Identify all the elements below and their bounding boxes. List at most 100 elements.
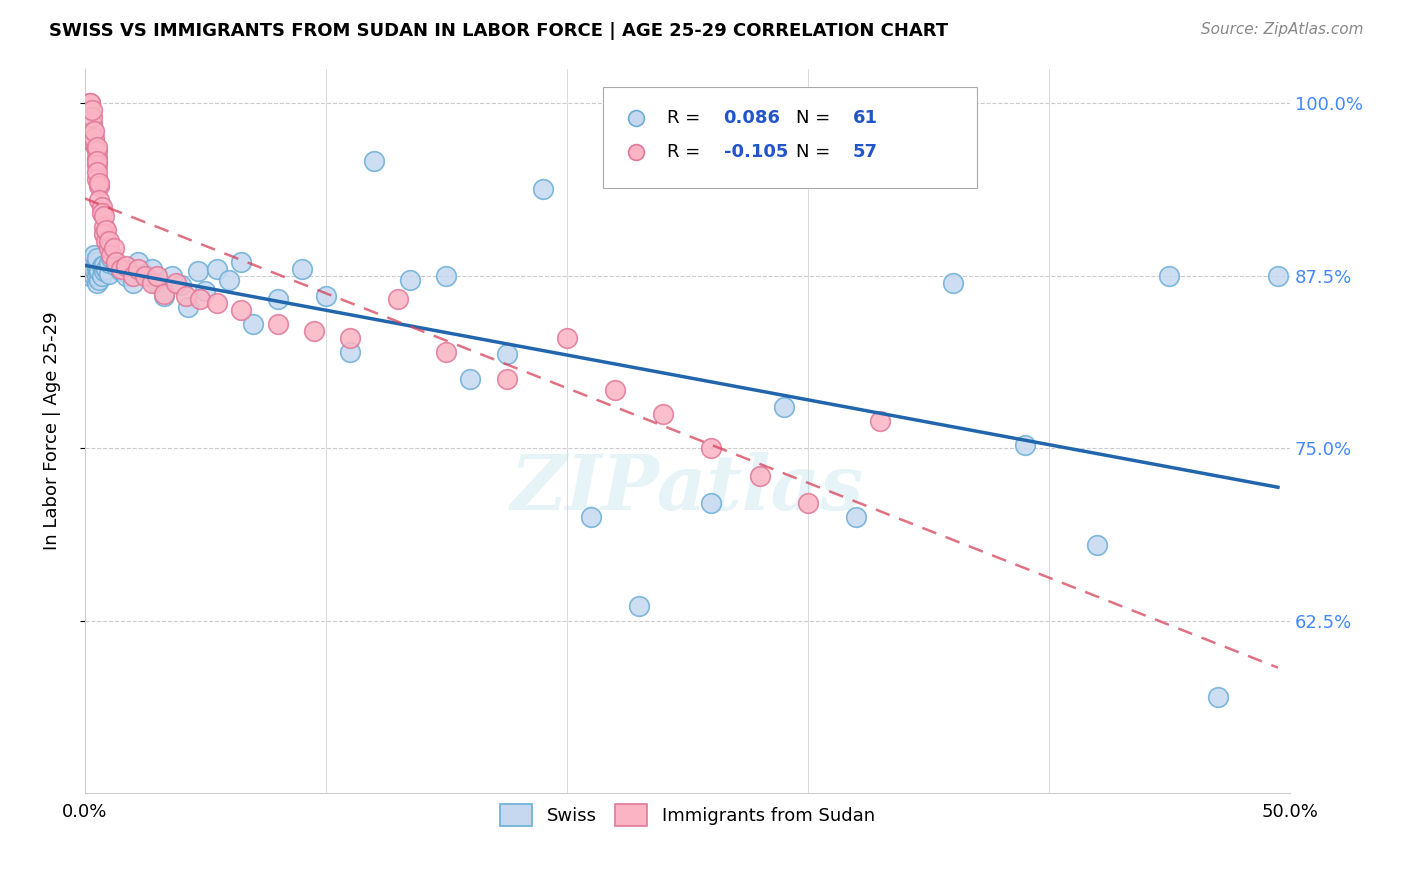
Point — [495, 347, 517, 361]
Point — [146, 268, 169, 283]
Point — [100, 251, 122, 265]
Point — [531, 181, 554, 195]
Point — [231, 303, 253, 318]
Point — [93, 209, 115, 223]
Point — [86, 268, 108, 283]
Point — [79, 96, 101, 111]
Point — [97, 267, 120, 281]
Point — [86, 154, 108, 169]
Point — [603, 383, 626, 397]
Point — [495, 372, 517, 386]
Point — [700, 441, 723, 455]
Point — [79, 268, 101, 283]
Point — [86, 151, 108, 165]
Point — [90, 259, 112, 273]
Point — [86, 158, 108, 172]
Point — [93, 227, 115, 242]
Point — [89, 178, 111, 193]
Point — [96, 234, 118, 248]
Point — [302, 324, 325, 338]
Point — [80, 103, 103, 117]
Point — [80, 261, 103, 276]
Point — [97, 234, 120, 248]
Text: 0.086: 0.086 — [724, 109, 780, 127]
Point — [218, 273, 240, 287]
Point — [363, 154, 385, 169]
Point — [555, 331, 578, 345]
Point — [266, 292, 288, 306]
Point — [1175, 255, 1198, 269]
Point — [194, 284, 217, 298]
Point — [83, 135, 105, 149]
Point — [153, 289, 176, 303]
Legend: Swiss, Immigrants from Sudan: Swiss, Immigrants from Sudan — [491, 795, 884, 835]
Point — [174, 289, 197, 303]
Point — [339, 331, 361, 345]
Point — [86, 140, 108, 154]
Point — [134, 267, 156, 281]
Text: -0.105: -0.105 — [724, 143, 787, 161]
Point — [700, 496, 723, 510]
Point — [1014, 438, 1036, 452]
Point — [122, 268, 145, 283]
Point — [190, 292, 212, 306]
Text: SWISS VS IMMIGRANTS FROM SUDAN IN LABOR FORCE | AGE 25-29 CORRELATION CHART: SWISS VS IMMIGRANTS FROM SUDAN IN LABOR … — [49, 22, 948, 40]
Point — [103, 241, 125, 255]
Point — [231, 255, 253, 269]
Point — [127, 261, 149, 276]
Point — [941, 276, 963, 290]
Point — [89, 176, 111, 190]
Point — [141, 276, 163, 290]
Point — [97, 241, 120, 255]
Point — [83, 261, 105, 276]
Point — [105, 259, 128, 273]
Point — [80, 117, 103, 131]
Point — [83, 137, 105, 152]
Point — [1206, 690, 1229, 704]
Point — [96, 261, 118, 276]
Point — [86, 145, 108, 159]
Point — [207, 296, 229, 310]
Point — [93, 220, 115, 235]
Point — [110, 264, 132, 278]
Point — [652, 407, 675, 421]
Point — [177, 301, 200, 315]
Point — [86, 261, 108, 276]
Point — [122, 276, 145, 290]
Point — [266, 317, 288, 331]
Point — [845, 510, 868, 524]
Text: N =: N = — [796, 109, 835, 127]
Text: ZIPatlas: ZIPatlas — [510, 452, 863, 526]
Point — [114, 259, 136, 273]
Point — [90, 268, 112, 283]
Point — [291, 261, 314, 276]
Point — [80, 110, 103, 124]
Point — [83, 268, 105, 283]
Point — [1175, 190, 1198, 204]
Point — [93, 258, 115, 272]
Point — [797, 496, 820, 510]
Point — [134, 268, 156, 283]
Point — [579, 510, 602, 524]
Point — [89, 273, 111, 287]
Text: 57: 57 — [852, 143, 877, 161]
Point — [80, 255, 103, 269]
Point — [86, 172, 108, 186]
Point — [79, 96, 101, 111]
Text: Source: ZipAtlas.com: Source: ZipAtlas.com — [1201, 22, 1364, 37]
Point — [86, 259, 108, 273]
Y-axis label: In Labor Force | Age 25-29: In Labor Force | Age 25-29 — [44, 311, 60, 550]
Point — [146, 276, 169, 290]
Point — [141, 261, 163, 276]
Point — [93, 264, 115, 278]
Point — [315, 289, 337, 303]
Point — [90, 200, 112, 214]
Point — [86, 251, 108, 265]
Point — [869, 414, 891, 428]
Point — [1085, 538, 1108, 552]
Point — [460, 372, 482, 386]
Point — [83, 248, 105, 262]
Point — [127, 255, 149, 269]
Point — [86, 165, 108, 179]
FancyBboxPatch shape — [603, 87, 977, 188]
